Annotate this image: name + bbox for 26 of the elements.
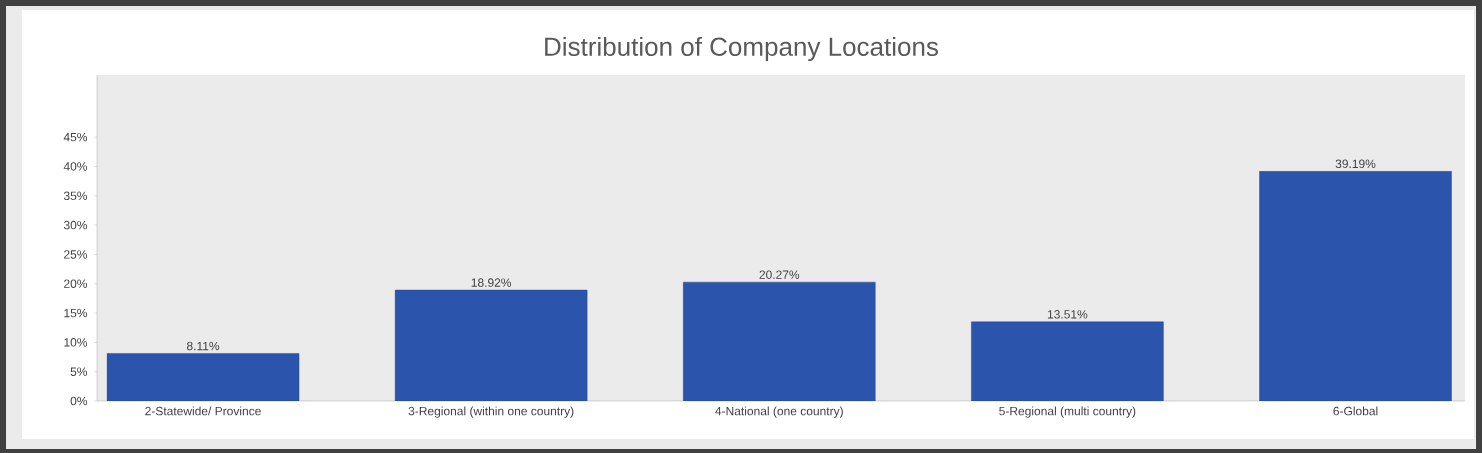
y-tick-label: 25% xyxy=(64,250,88,259)
y-tick-label: 10% xyxy=(64,338,88,347)
y-tick-label: 5% xyxy=(70,367,88,376)
bar xyxy=(394,289,588,401)
y-tick-label: 0% xyxy=(70,396,88,406)
y-tick-label: 20% xyxy=(64,279,88,288)
y-tick-label: 30% xyxy=(63,220,88,230)
x-tick-label: 5-Regional (multi country) xyxy=(999,406,1136,418)
data-label: 20.27% xyxy=(759,270,800,279)
data-label: 13.51% xyxy=(1047,310,1088,319)
chart-title: Distribution of Company Locations xyxy=(545,36,938,62)
bar xyxy=(683,281,876,401)
x-tick-label: 3-Regional (within one country) xyxy=(408,406,574,418)
bar xyxy=(106,353,300,401)
data-label: 8.11% xyxy=(186,341,220,351)
x-tick-label: 2-Statewide/ Province xyxy=(145,406,261,416)
y-tick-label: 40% xyxy=(63,162,88,171)
data-label: 18.92% xyxy=(471,278,512,287)
y-tick-label: 35% xyxy=(63,191,88,201)
x-tick-label: 6-Global xyxy=(1333,406,1378,416)
y-tick-label: 45% xyxy=(63,132,88,142)
data-label: 39.19% xyxy=(1335,159,1376,169)
y-tick-label: 15% xyxy=(64,308,88,318)
bar xyxy=(1259,171,1452,401)
x-tick-label: 4-National (one country) xyxy=(715,406,843,418)
bar xyxy=(971,321,1164,401)
